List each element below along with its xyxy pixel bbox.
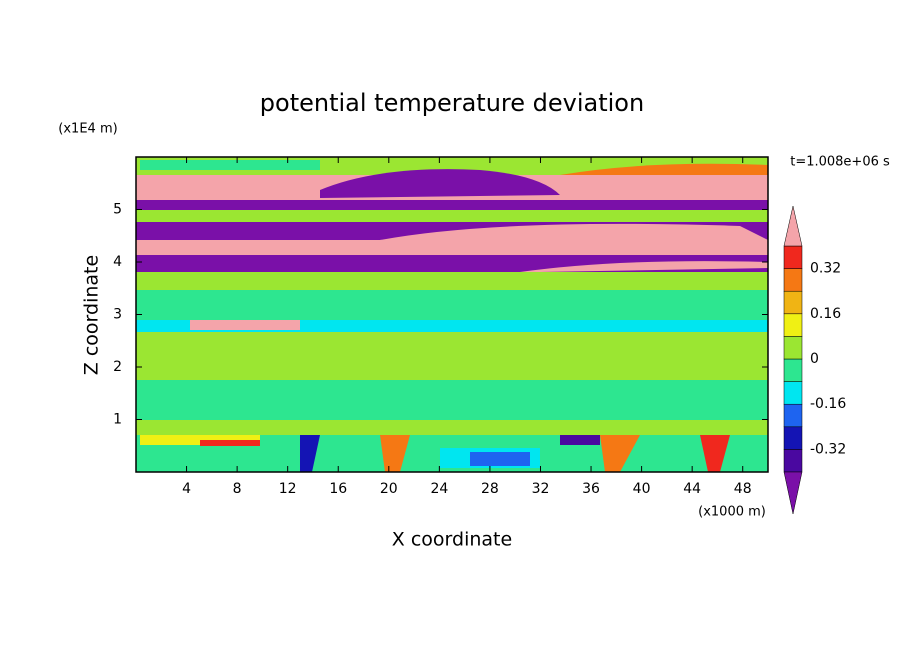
colorbar-box [783,358,803,382]
contour-region [136,240,386,255]
colorbar-box [783,313,803,337]
colorbar-box [783,245,803,269]
colorbar-box [783,449,803,473]
contour-region [380,223,768,255]
contour-region [190,320,300,330]
x-tick-label: 20 [380,481,398,497]
y-tick-label: 1 [113,412,122,428]
x-axis-label: X coordinate [392,529,512,551]
x-tick-label: 8 [233,481,242,497]
colorbar-box [783,336,803,360]
time-label: t=1.008e+06 s [790,155,890,170]
contour-region [600,435,640,472]
chart-title: potential temperature deviation [260,89,644,117]
contour-region [140,160,320,170]
x-tick-label: 44 [683,481,701,497]
x-tick-label: 16 [329,481,347,497]
y-axis-label: Z coordinate [81,255,103,375]
x-tick-label: 36 [582,481,600,497]
x-tick-label: 12 [279,481,297,497]
colorbar-label: -0.32 [810,441,846,457]
colorbar-box [783,426,803,450]
y-tick-label: 5 [113,202,122,218]
x-tick-label: 32 [532,481,550,497]
y-tick-label: 3 [113,307,122,323]
contour-field [136,157,768,472]
contour-region [380,435,410,472]
x-tick-label: 48 [734,481,752,497]
contour-region [320,169,560,198]
contour-region [300,435,320,472]
colorbar-label: -0.16 [810,396,846,412]
y-tick-label: 4 [113,254,122,270]
x-tick-label: 28 [481,481,499,497]
x-tick-label: 24 [430,481,448,497]
contour-region [560,435,600,445]
colorbar-arrow [783,471,803,515]
colorbar-label: 0 [810,351,819,367]
y-unit: (x1E4 m) [58,122,117,137]
contour-region [136,290,768,320]
contour-region [136,380,768,420]
contour-region [470,452,530,466]
y-tick-label: 2 [113,359,122,375]
colorbar-box [783,290,803,315]
colorbar-box [783,268,803,292]
x-tick-label: 4 [182,481,191,497]
colorbar-box [783,381,803,405]
colorbar-arrow [783,205,803,247]
contour-region [200,440,260,446]
colorbar-label: 0.16 [810,306,841,322]
colorbar-box [783,403,803,428]
x-unit: (x1000 m) [698,505,766,520]
contour-region [136,210,768,222]
contour-region [136,200,768,210]
x-tick-label: 40 [633,481,651,497]
contour-region [520,261,768,272]
colorbar-label: 0.32 [810,261,841,277]
contour-region [700,435,730,472]
